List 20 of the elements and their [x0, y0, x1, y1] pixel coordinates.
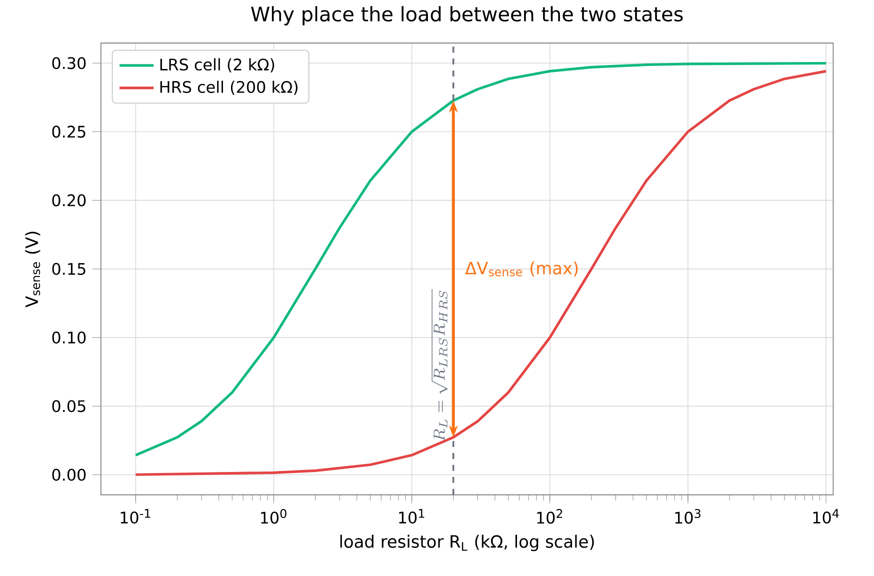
- y-tick-label: 0.30: [52, 57, 86, 70]
- y-tick-label: 0.00: [52, 468, 86, 481]
- y-tick-label: 0.10: [52, 332, 86, 344]
- legend-label: HRS cell (200 kΩ): [160, 80, 298, 95]
- chart-title: Why place the load between the two states: [251, 6, 683, 26]
- y-tick-label: 0.25: [52, 126, 86, 138]
- y-tick-label: 0.05: [52, 400, 86, 412]
- x-tick-label: 10$^{2}$: [537, 509, 562, 524]
- x-axis-title: load resistor R$_{L}$ (kΩ, log scale): [340, 534, 594, 552]
- x-tick-label: 10$^{3}$: [675, 509, 700, 524]
- ref-line-label: $R_L=\sqrt{R_{LRS}R_{HRS}}$: [432, 289, 448, 441]
- y-tick-label: 0.15: [52, 262, 86, 276]
- x-tick-label: 10$^{4}$: [813, 509, 839, 524]
- x-tick-label: 10$^{1}$: [399, 509, 424, 524]
- y-tick-label: 0.20: [52, 194, 86, 206]
- annotation: ΔV$_{sense}$ (max): [465, 261, 578, 277]
- legend-label: LRS cell (2 kΩ): [160, 58, 274, 72]
- y-axis-title: V$_{sense}$ (V): [25, 232, 40, 308]
- x-tick-label: 10$^{-1}$: [120, 509, 150, 524]
- x-tick-label: 10$^{0}$: [261, 509, 286, 524]
